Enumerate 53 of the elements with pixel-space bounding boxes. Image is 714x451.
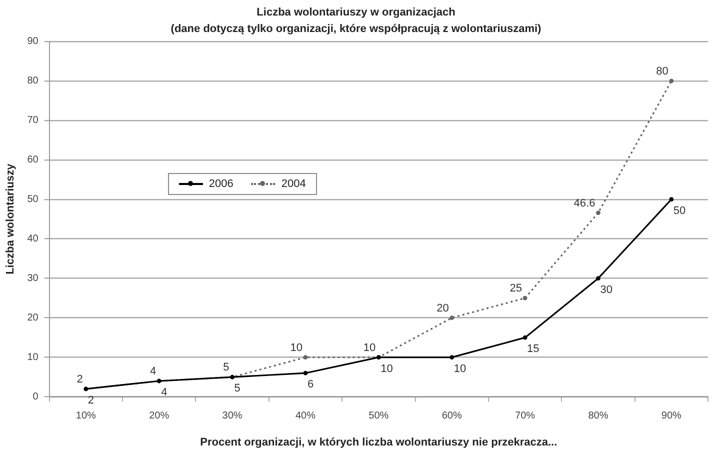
data-label: 10: [454, 362, 466, 375]
data-label: 30: [600, 284, 612, 296]
point: [303, 355, 308, 360]
data-label: 15: [527, 343, 540, 356]
legend-label: 2006: [208, 178, 234, 190]
data-label: 80: [656, 65, 668, 78]
y-tick-label: 40: [27, 234, 39, 245]
point: [669, 197, 674, 202]
data-label: 10: [290, 342, 302, 354]
data-label: 10: [380, 362, 393, 375]
data-label: 5: [234, 382, 240, 395]
point: [522, 335, 528, 340]
data-label: 20: [436, 302, 449, 314]
x-axis-title: Procent organizacji, w których liczba wolontariuszy nie przekracza...: [200, 436, 558, 448]
y-tick-label: 0: [32, 392, 39, 403]
data-label: 2: [88, 394, 94, 406]
point: [522, 296, 528, 300]
x-tick-label: 20%: [149, 410, 170, 422]
data-label: 6: [307, 378, 314, 391]
point: [596, 276, 600, 281]
y-tick-label: 10: [27, 352, 39, 364]
x-tick-label: 60%: [442, 410, 462, 422]
point: [596, 210, 600, 215]
y-tick-label: 70: [27, 115, 39, 126]
y-tick-label: 60: [27, 154, 39, 166]
y-tick-label: 30: [27, 273, 39, 284]
x-tick-label: 70%: [515, 410, 536, 422]
data-label: 46.6: [574, 197, 596, 210]
x-tick-label: 90%: [661, 410, 682, 422]
data-label: 10: [363, 342, 376, 354]
legend-label: 2004: [281, 178, 306, 190]
data-label: 2: [76, 373, 83, 386]
data-label: 5: [223, 362, 230, 374]
point: [450, 316, 454, 320]
y-tick-label: 50: [27, 194, 39, 206]
y-tick-label: 80: [27, 76, 39, 87]
point: [303, 370, 308, 376]
x-tick-label: 40%: [295, 410, 316, 422]
point: [669, 78, 674, 84]
data-label: 25: [510, 282, 522, 295]
x-tick-label: 50%: [368, 410, 389, 422]
data-label: 50: [673, 204, 686, 217]
x-tick-label: 80%: [588, 410, 608, 422]
x-tick-label: 30%: [222, 410, 242, 422]
chart-subtitle: (dane dotyczą tylko organizacji, które współpracują z wolontariuszami): [170, 22, 542, 35]
point: [450, 355, 454, 360]
data-label: 4: [150, 366, 156, 378]
y-tick-label: 20: [27, 312, 39, 324]
chart-title: Liczba wolontariuszy w organizacjach: [256, 6, 456, 19]
y-axis-title: Liczba wolontariuszy: [4, 162, 17, 274]
x-tick-label: 10%: [76, 410, 96, 422]
data-label: 4: [161, 386, 168, 399]
y-tick-label: 90: [27, 36, 39, 48]
